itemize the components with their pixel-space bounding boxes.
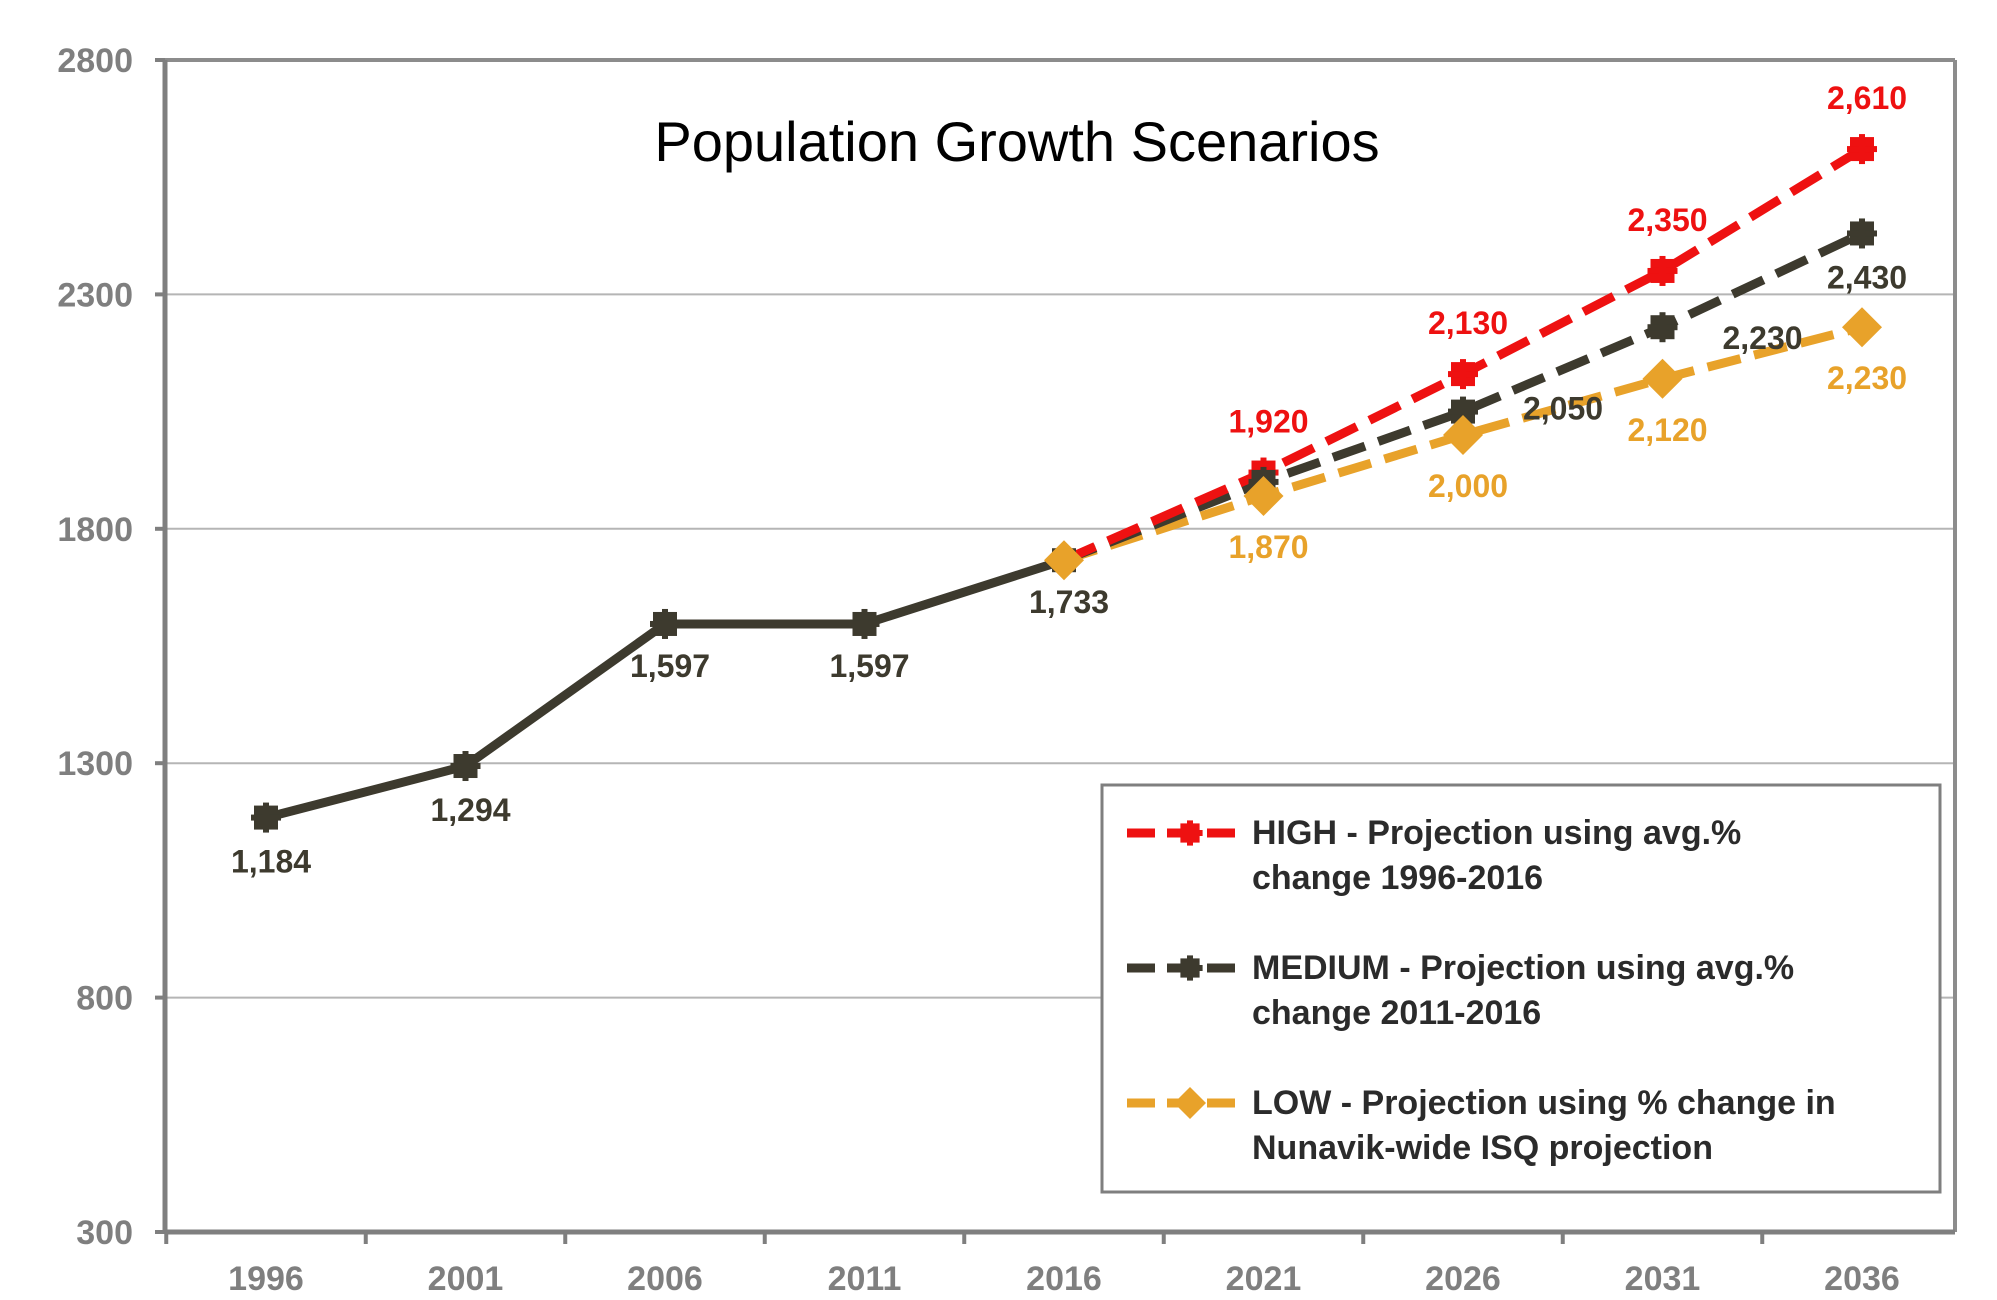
x-tick-label: 2021 [1226,1260,1302,1298]
marker-layer [251,134,1882,833]
low-marker [1842,307,1882,348]
low-marker [1642,358,1683,399]
x-tick-label: 2001 [428,1260,504,1298]
low-series-line [1062,322,1864,565]
medium-data-label: 2,430 [1827,259,1907,295]
high-data-label: 1,920 [1228,404,1308,440]
low-data-label: 2,230 [1827,360,1907,396]
historical-data-label: 1,294 [430,792,510,828]
high-data-label: 2,610 [1827,80,1907,116]
y-tick-label: 2300 [57,276,133,314]
y-tick-label: 1800 [57,511,133,549]
high-marker-bar [1859,134,1865,165]
low-legend-label: LOW - Projection using % change in [1252,1084,1836,1122]
y-tick-label: 800 [76,980,133,1018]
x-tick-label: 2006 [627,1260,703,1298]
historical-marker-bar [662,608,668,639]
medium-data-label: 2,050 [1523,391,1603,427]
low-marker [1174,1087,1206,1119]
low-data-label: 1,870 [1228,529,1308,565]
medium-data-label: 2,230 [1722,320,1802,356]
axes: 300 800 1300 1800 2300 2800 1996 2001 2006 2011 20… [57,42,1957,1298]
low-marker [1243,475,1284,516]
high-marker-bar [1187,820,1193,846]
historical-marker-bar [462,751,469,782]
historical-marker-bar [861,608,868,639]
high-legend-label: change 1996-2016 [1252,859,1543,897]
chart-title: Population Growth Scenarios [654,110,1379,173]
y-tick-label: 300 [76,1214,133,1252]
y-tick-label: 2800 [57,42,133,80]
data-labels: 1,184 1,294 1,597 1,597 1,733 1,920 2,130 2,350… [231,80,1907,880]
low-data-label: 2,000 [1428,468,1508,504]
historical-data-label: 1,597 [630,648,710,684]
x-tick-label: 2031 [1625,1260,1701,1298]
legend: HIGH - Projection using avg.% change 1996… [1100,783,1942,1194]
legend-box [1100,783,1942,1194]
high-marker-bar [1659,255,1666,286]
medium-marker-bar [1859,218,1865,249]
historical-data-label: 1,184 [231,844,311,880]
x-tick-label: 1996 [228,1260,304,1298]
low-marker [1443,415,1483,456]
high-legend-label: HIGH - Projection using avg.% [1252,814,1741,852]
x-tick-label: 2011 [828,1260,902,1298]
medium-marker-bar [1659,312,1666,343]
low-marker [1044,540,1084,581]
high-marker-bar [1460,359,1466,390]
x-tick-label: 2036 [1824,1260,1900,1298]
medium-legend-label: MEDIUM - Projection using avg.% [1252,949,1794,987]
high-data-label: 2,350 [1627,202,1707,238]
medium-marker-bar [1187,955,1193,981]
historical-data-label: 1,597 [829,648,909,684]
y-tick-label: 1300 [57,745,133,783]
medium-legend-label: change 2011-2016 [1252,994,1541,1032]
historical-marker-bar [263,802,269,833]
historical-data-label: 1,733 [1029,584,1109,620]
x-tick-label: 2026 [1425,1260,1501,1298]
low-legend-label: Nunavik-wide ISQ projection [1252,1129,1713,1167]
high-data-label: 2,130 [1428,305,1508,341]
low-data-label: 2,120 [1627,412,1707,448]
x-tick-label: 2016 [1026,1260,1102,1298]
medium-marker-bar [1460,396,1466,427]
